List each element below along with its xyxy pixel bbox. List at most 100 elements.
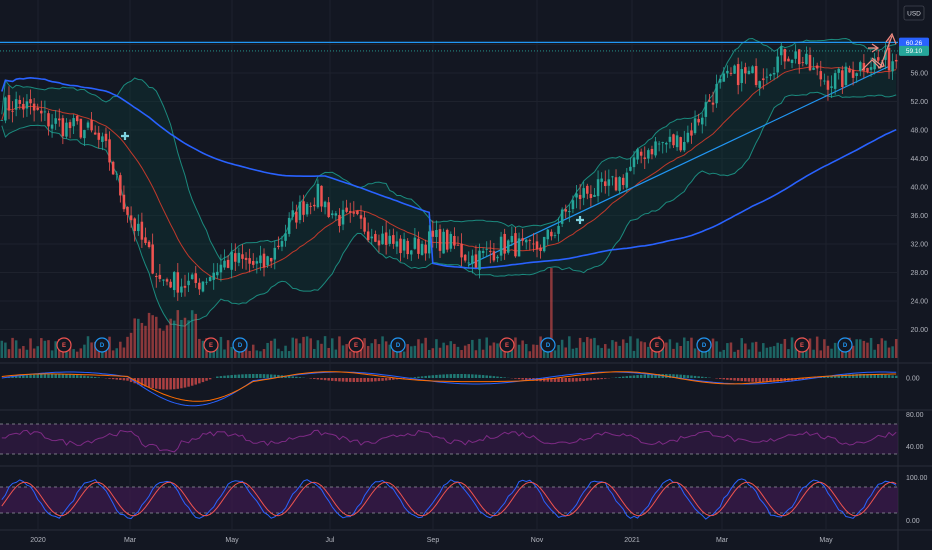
support-trendline[interactable] <box>467 65 891 266</box>
volume-bar <box>866 342 869 358</box>
volume-bar <box>323 336 327 358</box>
volume-bar <box>111 350 115 358</box>
candle-body <box>812 67 815 70</box>
candle-body <box>384 232 388 245</box>
candle-body <box>137 223 140 232</box>
time-axis[interactable]: 2020 Mar May Jul Sep Nov 2021 Mar May <box>30 537 833 544</box>
event-marker-dividend[interactable]: D <box>540 337 556 353</box>
volume-bar <box>855 339 858 358</box>
volume-bar <box>381 336 384 358</box>
macd-histogram-bar <box>722 378 726 380</box>
event-marker-dividend[interactable]: D <box>696 337 712 353</box>
candle-body <box>402 239 406 251</box>
candle-body <box>553 235 557 236</box>
candle-body <box>564 209 567 212</box>
candle-body <box>320 185 323 207</box>
event-marker-earnings[interactable]: E <box>794 337 810 353</box>
event-marker-dividend[interactable]: D <box>94 337 110 353</box>
macd-histogram-bar <box>327 378 330 381</box>
candle-body <box>212 272 215 280</box>
macd-histogram-bar <box>68 374 72 378</box>
macd-histogram-bar <box>384 378 388 381</box>
macd-histogram-bar <box>758 378 761 382</box>
candle-body <box>445 229 449 250</box>
price-panel[interactable] <box>0 32 898 327</box>
candle-body <box>686 132 690 142</box>
candle-body <box>79 118 83 138</box>
volume-bar <box>478 338 481 358</box>
candle-body <box>582 188 585 198</box>
candle-body <box>729 72 733 74</box>
candle-body <box>772 72 776 75</box>
candle-body <box>370 236 374 239</box>
macd-histogram-bar <box>693 375 697 378</box>
volume-bar <box>489 345 492 358</box>
volume-bar <box>665 342 668 358</box>
price-tag[interactable]: 59.10 <box>899 45 929 56</box>
candle-body <box>471 255 474 264</box>
volume-bar <box>618 345 621 358</box>
volume-bar <box>32 348 36 358</box>
macd-histogram-bar <box>492 376 496 378</box>
volume-bar <box>704 350 708 358</box>
price-axis[interactable]: 60.0056.0052.0048.0044.0040.0036.0032.00… <box>899 37 929 334</box>
candle-body <box>406 240 409 255</box>
candle-body <box>826 80 830 90</box>
candle-body <box>119 175 122 196</box>
macd-histogram-bar <box>471 374 474 378</box>
volume-bar <box>560 339 564 358</box>
macd-histogram-bar <box>862 374 866 378</box>
macd-histogram-bar <box>198 378 201 384</box>
candle-body <box>190 274 194 280</box>
candle-body <box>180 286 183 293</box>
volume-bar <box>686 341 690 358</box>
event-marker-dividend[interactable]: D <box>390 337 406 353</box>
volume-bar <box>287 351 291 358</box>
macd-histogram-bar <box>388 378 391 381</box>
candle-body <box>650 148 654 155</box>
candle-body <box>198 282 201 290</box>
price-tag-value: 60.26 <box>906 40 923 47</box>
event-marker-dividend[interactable]: D <box>232 337 248 353</box>
event-marker-dividend[interactable]: D <box>837 337 853 353</box>
event-marker-earnings[interactable]: E <box>499 337 515 353</box>
event-label: D <box>702 343 707 349</box>
price-tag[interactable]: 60.26 <box>899 37 929 48</box>
candle-body <box>338 214 341 226</box>
candle-body <box>230 251 233 270</box>
event-marker-earnings[interactable]: E <box>348 337 364 353</box>
volume-bar <box>208 350 212 358</box>
volume-bar <box>244 341 248 358</box>
volume-bar <box>532 344 535 358</box>
macd-histogram-bar <box>797 378 801 380</box>
event-label: E <box>655 343 659 349</box>
candle-body <box>571 200 575 210</box>
volume-bar <box>830 348 833 358</box>
volume-bar <box>72 349 75 358</box>
volume-bar <box>740 338 744 358</box>
volume-bar <box>571 348 575 358</box>
event-marker-earnings[interactable]: E <box>203 337 219 353</box>
candle-body <box>808 54 812 71</box>
macd-histogram-bar <box>90 376 93 378</box>
event-circle <box>203 337 219 353</box>
macd-histogram-bar <box>690 375 693 378</box>
stochastic-band-fill <box>0 487 898 513</box>
candle-body <box>647 150 650 159</box>
macd-histogram-bar <box>894 375 898 378</box>
event-marker-earnings[interactable]: E <box>649 337 665 353</box>
macd-histogram-bar <box>460 374 463 378</box>
candle-body <box>234 253 237 262</box>
candle-body <box>298 201 302 221</box>
date-tick-label: Nov <box>531 537 544 544</box>
candle-body <box>675 135 679 148</box>
macd-histogram-bar <box>359 378 363 382</box>
currency-button[interactable]: USD <box>903 5 925 21</box>
candle-body <box>223 260 226 268</box>
macd-histogram-bar <box>413 377 417 378</box>
event-marker-earnings[interactable]: E <box>56 337 72 353</box>
stochastic-panel: 100.00 0.00 <box>0 475 928 525</box>
candle-body <box>657 143 661 145</box>
